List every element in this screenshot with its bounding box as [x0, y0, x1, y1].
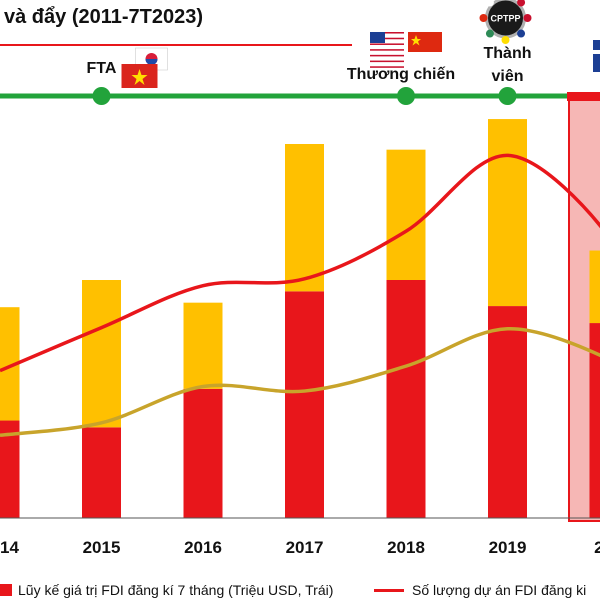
line-series-secondary	[0, 326, 600, 438]
legend-swatch-red	[0, 584, 12, 596]
usa-flag-stripe	[370, 43, 404, 45]
timeline-dot-2015	[92, 87, 111, 105]
x-tick-label-2014: 2014	[0, 538, 19, 557]
bar-upper-2015	[82, 280, 121, 428]
china-flag	[408, 32, 442, 52]
timeline-label-trade-war: Thương chiến	[347, 66, 455, 83]
x-tick-label-2015: 2015	[83, 538, 121, 557]
timeline-label-member-line2: viên	[491, 68, 523, 85]
title-underline	[0, 44, 352, 46]
bar-lower-2020	[589, 323, 600, 518]
cptpp-badge-text: CPTPP	[490, 14, 520, 24]
cptpp-badge-flag-dot	[485, 29, 494, 38]
bar-upper-2014	[0, 307, 20, 421]
x-tick-label-2018: 2018	[387, 538, 425, 557]
cptpp-badge-flag-dot	[479, 14, 488, 22]
legend-label-bars: Lũy kế giá trị FDI đăng kí 7 tháng (Triệ…	[18, 582, 334, 598]
cptpp-badge-flag-dot	[517, 29, 526, 38]
timeline-highlight-segment	[567, 92, 600, 101]
usa-flag-stripe	[370, 54, 404, 57]
chart-title: và đẩy (2011-7T2023)	[4, 6, 204, 28]
korea-flag-lower	[145, 59, 158, 65]
x-tick-label-2016: 2016	[184, 538, 222, 557]
bar-upper-2017	[285, 144, 324, 292]
bar-lower-2019	[488, 306, 527, 518]
cptpp-badge-flag-dot	[517, 0, 526, 7]
timeline-label-member-line1: Thành	[484, 45, 532, 62]
partial-flag-lower	[593, 58, 600, 72]
bar-lower-2017	[285, 291, 324, 518]
cptpp-badge-flag-dot	[501, 36, 510, 44]
vietnam-flag-star	[131, 69, 148, 85]
bar-lower-2015	[82, 427, 121, 518]
timeline-label-fta: FTA	[87, 60, 117, 77]
legend-line-red	[374, 588, 404, 592]
legend-item-line: Số lượng dự án FDI đăng ki	[374, 582, 586, 598]
partial-flag-cross-h	[593, 50, 600, 54]
usa-flag-stripe	[370, 49, 404, 51]
legend-label-line: Số lượng dự án FDI đăng ki	[412, 582, 587, 598]
x-tick-label-2019: 2019	[489, 538, 527, 557]
cptpp-badge-flag-dot	[485, 0, 494, 7]
bar-upper-2019	[488, 119, 527, 307]
china-flag-star	[411, 35, 421, 46]
bar-upper-2020	[589, 250, 600, 324]
x-tick-label-2017: 2017	[286, 538, 324, 557]
bar-lower-2014	[0, 420, 20, 518]
usa-flag-stripe	[370, 32, 404, 34]
timeline-dot-2018	[397, 87, 415, 105]
usa-flag-stripe	[370, 37, 404, 40]
bar-upper-2018	[386, 149, 426, 280]
timeline-dot-2019	[498, 87, 517, 105]
usa-flag-stripe	[370, 60, 404, 63]
legend-item-bars: Lũy kế giá trị FDI đăng kí 7 tháng (Triệ…	[0, 582, 333, 598]
line-series-project-count	[0, 153, 600, 373]
x-tick-label-2020: 2020	[594, 538, 600, 557]
usa-flag-canton	[370, 32, 385, 43]
usa-flag-stripe	[370, 66, 404, 68]
bar-lower-2018	[386, 280, 426, 518]
cptpp-badge-flag-dot	[523, 14, 532, 22]
bar-lower-2016	[183, 388, 223, 518]
bar-upper-2016	[183, 302, 223, 389]
